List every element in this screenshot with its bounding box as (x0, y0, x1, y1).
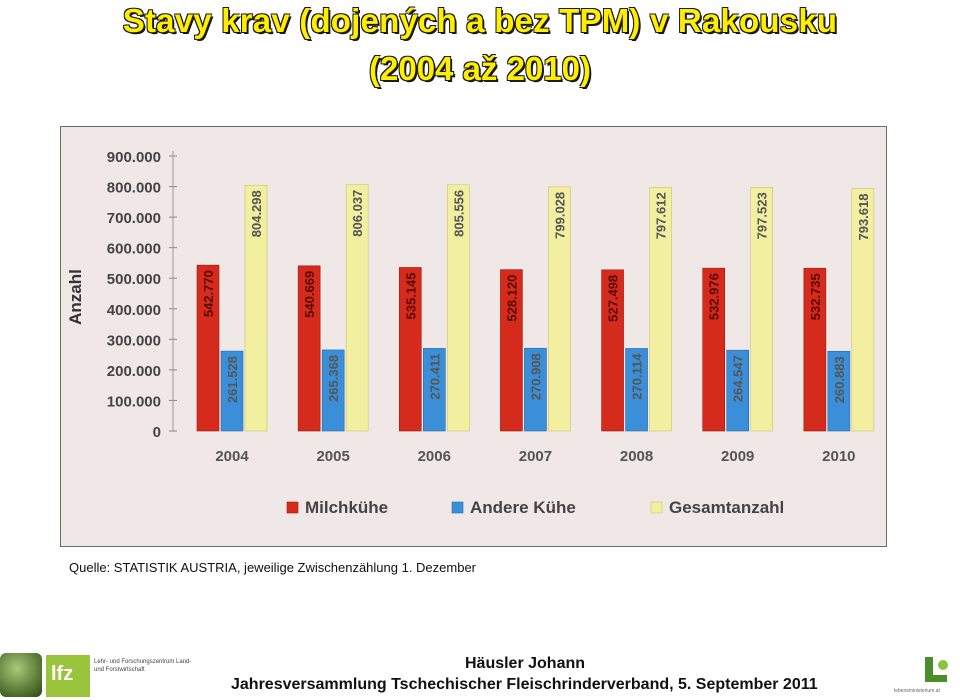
lfz-logo-text: lfz (51, 663, 74, 685)
bar-milchkühe (297, 265, 321, 432)
footer-event: Jahresversammlung Tschechischer Fleischr… (231, 676, 818, 693)
bar-value-label: 806.037 (350, 190, 365, 237)
slide-title: Stavy krav (dojených a bez TPM) v Rakous… (122, 2, 838, 39)
x-tick-label: 2010 (822, 448, 855, 465)
y-tick-label: 800.000 (107, 180, 161, 197)
ministry-globe-logo (0, 653, 42, 697)
bar-andere-kühe (321, 349, 345, 432)
bar-andere-kühe (524, 347, 547, 432)
bar-gesamtanzahl (244, 184, 268, 432)
legend-swatch (451, 501, 464, 514)
bar-value-label: 264.547 (731, 355, 746, 402)
bar-milchkühe (398, 267, 422, 432)
bar-value-label: 805.556 (451, 190, 466, 237)
x-tick-label: 2008 (620, 448, 653, 465)
bar-value-label: 532.976 (707, 273, 722, 320)
x-tick-label: 2007 (519, 448, 552, 465)
lfz-logo-caption: Lehr- und Forschungszentrum Land- und Fo… (94, 659, 192, 673)
bar-value-label: 542.770 (201, 270, 216, 317)
bar-andere-kühe (726, 349, 750, 432)
bar-value-label: 535.145 (403, 272, 418, 319)
bar-value-label: 270.114 (630, 353, 645, 400)
y-tick-label: 200.000 (107, 363, 161, 380)
bar-value-label: 260.883 (832, 356, 847, 403)
legend-label: Andere Kühe (470, 498, 576, 517)
bar-gesamtanzahl (345, 184, 369, 432)
x-tick-label: 2006 (418, 448, 451, 465)
chart-panel: Anzahl 0 100.000 200.000 300.000 400.000 500.0… (60, 126, 887, 547)
y-tick-label: 100.000 (107, 393, 161, 410)
bar-chart: Anzahl 0 100.000 200.000 300.000 400.000 500.0… (66, 149, 875, 517)
bar-value-label: 528.120 (504, 275, 519, 322)
y-tick-label: 400.000 (107, 302, 161, 319)
bar-value-label: 797.612 (654, 192, 669, 239)
x-tick-label: 2009 (721, 448, 754, 465)
y-tick-label: 300.000 (107, 332, 161, 349)
legend-swatch (650, 501, 663, 514)
x-tick-label: 2005 (316, 448, 349, 465)
lfz-logo: lfz (46, 655, 90, 697)
bar-gesamtanzahl (750, 187, 774, 432)
lebensministerium-caption: lebensministerium.at (894, 688, 940, 694)
bar-value-label: 270.411 (427, 353, 442, 399)
slide-subtitle: (2004 až 2010) (369, 50, 591, 87)
bar-milchkühe (702, 267, 726, 432)
x-tick-label: 2004 (215, 448, 249, 465)
bar-gesamtanzahl (851, 188, 875, 432)
legend-label: Gesamtanzahl (669, 498, 784, 517)
y-tick-label: 700.000 (107, 210, 161, 227)
footer-author: Häusler Johann (464, 655, 586, 672)
y-tick-label: 900.000 (107, 149, 161, 166)
bar-value-label: 799.028 (552, 192, 567, 239)
bar-gesamtanzahl (649, 186, 672, 432)
y-tick-label: 500.000 (107, 271, 161, 288)
y-tick-label: 600.000 (107, 241, 161, 258)
source-note: Quelle: STATISTIK AUSTRIA, jeweilige Zwi… (69, 560, 477, 575)
bar-value-label: 261.528 (225, 356, 240, 403)
bar-andere-kühe (220, 350, 244, 432)
bar-gesamtanzahl (446, 184, 470, 432)
bar-value-label: 797.523 (755, 192, 770, 239)
legend-label: Milchkühe (305, 498, 388, 517)
bar-value-label: 532.735 (808, 273, 823, 320)
bar-value-label: 793.618 (856, 194, 871, 241)
y-axis-label: Anzahl (66, 269, 85, 325)
bar-milchkühe (500, 269, 523, 432)
bar-gesamtanzahl (548, 186, 571, 432)
bar-value-label: 540.669 (302, 271, 317, 318)
bar-milchkühe (803, 267, 827, 432)
bar-andere-kühe (422, 348, 446, 432)
legend-swatch (286, 501, 299, 514)
bar-andere-kühe (625, 348, 648, 432)
bar-value-label: 527.498 (606, 275, 621, 322)
bar-value-label: 270.908 (528, 353, 543, 400)
y-tick-label: 0 (153, 424, 161, 441)
bar-milchkühe (601, 269, 624, 432)
lebensministerium-logo (925, 657, 948, 682)
bar-milchkühe (196, 264, 220, 432)
bar-value-label: 804.298 (249, 190, 264, 237)
bar-andere-kühe (827, 350, 851, 432)
bar-value-label: 265.368 (326, 355, 341, 402)
